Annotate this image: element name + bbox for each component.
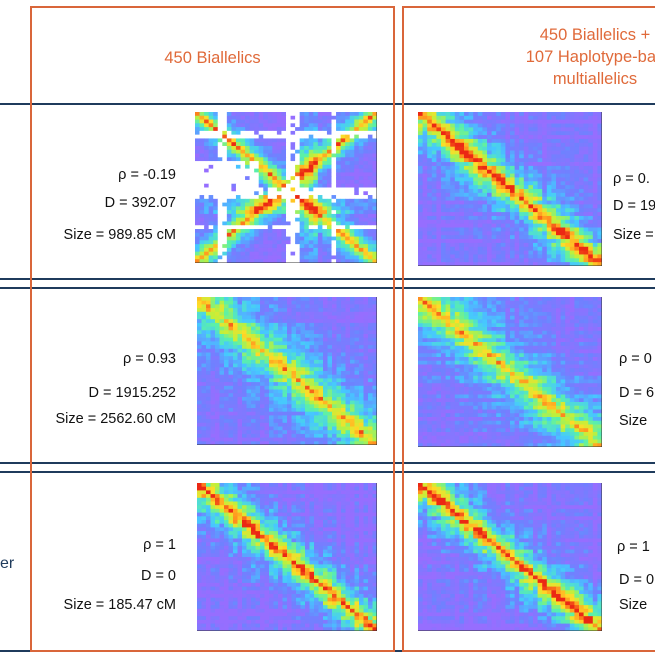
d-value: D = 6 xyxy=(619,385,655,401)
column-header-multiallelics: 450 Biallelics + 107 Haplotype-bas multi… xyxy=(470,24,655,90)
rho-value: ρ = 1 xyxy=(143,537,176,553)
heatmap-svg xyxy=(418,483,602,631)
size-value: Size = xyxy=(613,227,654,243)
d-value: D = 0 xyxy=(619,572,655,588)
heatmap-svg xyxy=(197,297,377,445)
heatmap-crossed xyxy=(195,112,377,263)
heatmap-diagonal xyxy=(418,112,602,266)
column-header-line-3: multiallelics xyxy=(552,70,638,88)
row-divider-2a xyxy=(0,462,655,464)
size-value: Size = 2562.60 cM xyxy=(55,411,176,427)
rho-value: ρ = -0.19 xyxy=(118,167,176,183)
d-value: D = 392.07 xyxy=(104,195,176,211)
size-value: Size = 185.47 cM xyxy=(63,597,176,613)
heatmap-svg xyxy=(418,297,602,447)
d-value: D = 0 xyxy=(140,568,176,584)
row-divider-1b xyxy=(0,287,655,289)
column-header-line-2: 107 Haplotype-bas xyxy=(525,48,655,66)
row-divider-top xyxy=(0,103,655,105)
d-value: D = 19 xyxy=(613,198,655,214)
row-divider-1a xyxy=(0,278,655,280)
column-header-line-1: 450 Biallelics + xyxy=(539,26,651,44)
row-label-3: er xyxy=(0,555,15,572)
heatmap-svg xyxy=(418,112,602,266)
column-box-biallelics xyxy=(30,6,395,652)
rho-value: ρ = 0. xyxy=(613,171,650,187)
heatmap-diagonal xyxy=(418,483,602,631)
heatmap-svg xyxy=(197,483,377,631)
rho-value: ρ = 1 xyxy=(617,539,650,555)
size-value: Size = 989.85 cM xyxy=(63,227,176,243)
rho-value: ρ = 0.93 xyxy=(123,351,176,367)
heatmap-diagonal-faint xyxy=(418,297,602,447)
heatmap-diagonal xyxy=(197,483,377,631)
rho-value: ρ = 0 xyxy=(619,351,652,367)
size-value: Size xyxy=(619,597,648,613)
column-box-multiallelics xyxy=(402,6,655,652)
size-value: Size xyxy=(619,413,648,429)
heatmap-diagonal-faint xyxy=(197,297,377,445)
column-header-biallelics: 450 Biallelics xyxy=(164,49,261,67)
row-divider-2b xyxy=(0,471,655,473)
d-value: D = 1915.252 xyxy=(88,385,176,401)
heatmap-svg xyxy=(195,112,377,263)
